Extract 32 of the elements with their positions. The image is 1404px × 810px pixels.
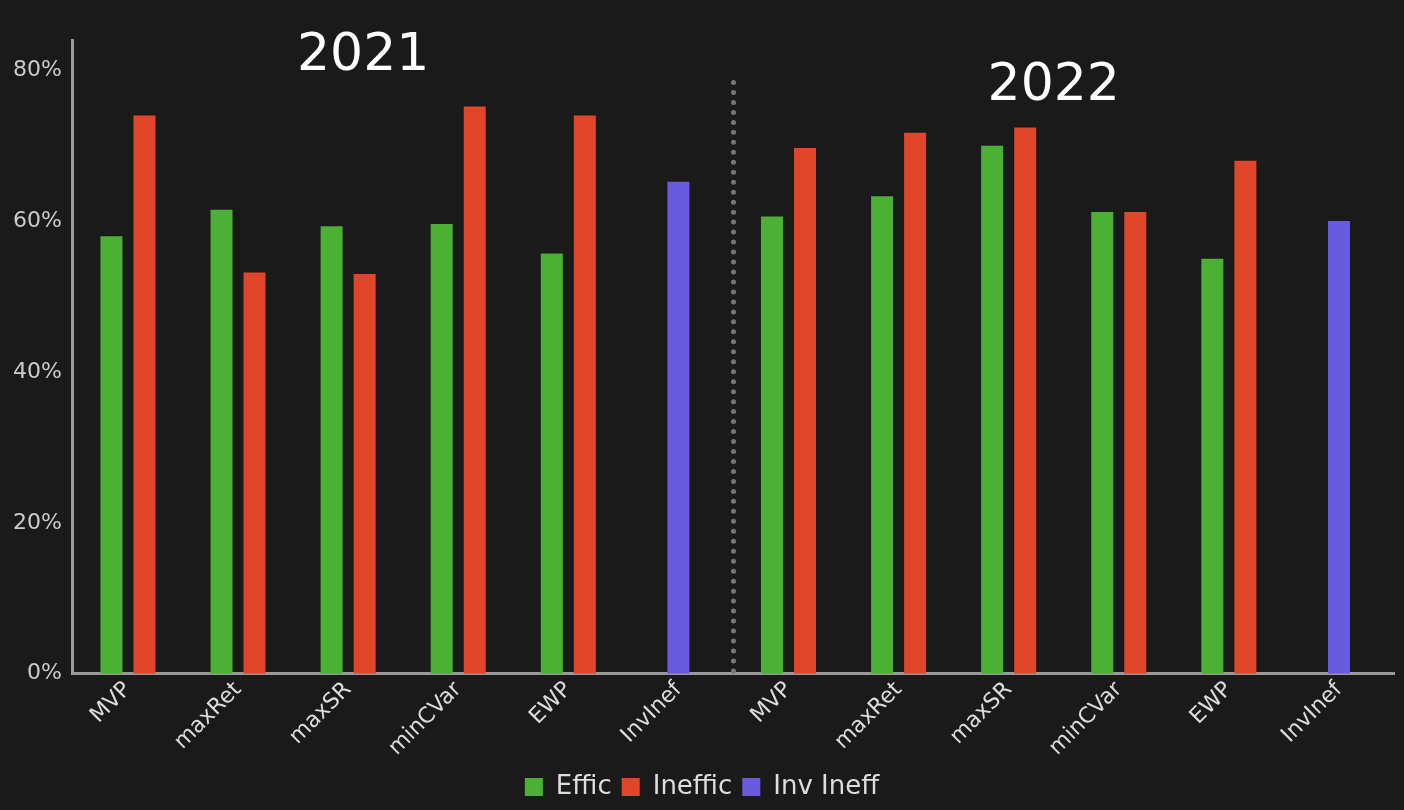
annotation: 2021 (297, 21, 430, 82)
legend-label: Inv Ineff (773, 769, 881, 800)
bar (981, 145, 1004, 674)
bar (1327, 221, 1350, 674)
y-tick-label: 80% (12, 55, 62, 81)
bar (760, 216, 783, 674)
bar (667, 181, 690, 674)
legend-label: Ineffic (652, 769, 733, 800)
bar (430, 224, 453, 674)
annotation: 2022 (987, 51, 1120, 112)
bar (320, 226, 343, 674)
bar (210, 209, 233, 674)
bar (1124, 212, 1147, 674)
y-tick-label: 40% (12, 357, 62, 383)
bar (1091, 212, 1114, 674)
y-tick-label: 20% (12, 508, 62, 534)
bar (794, 147, 817, 674)
y-tick-label: 60% (12, 206, 62, 232)
bar (1234, 160, 1257, 674)
legend-label: Effic (555, 769, 612, 800)
bar (463, 106, 486, 674)
bar (904, 132, 927, 674)
bar (573, 115, 596, 674)
bar (353, 273, 376, 674)
bar (871, 196, 894, 674)
y-tick-label: 0% (26, 659, 62, 685)
bar (1014, 127, 1037, 674)
bar (133, 115, 156, 674)
bar (100, 236, 123, 674)
bar (1201, 258, 1224, 674)
bar (243, 272, 266, 674)
bar (540, 253, 563, 674)
